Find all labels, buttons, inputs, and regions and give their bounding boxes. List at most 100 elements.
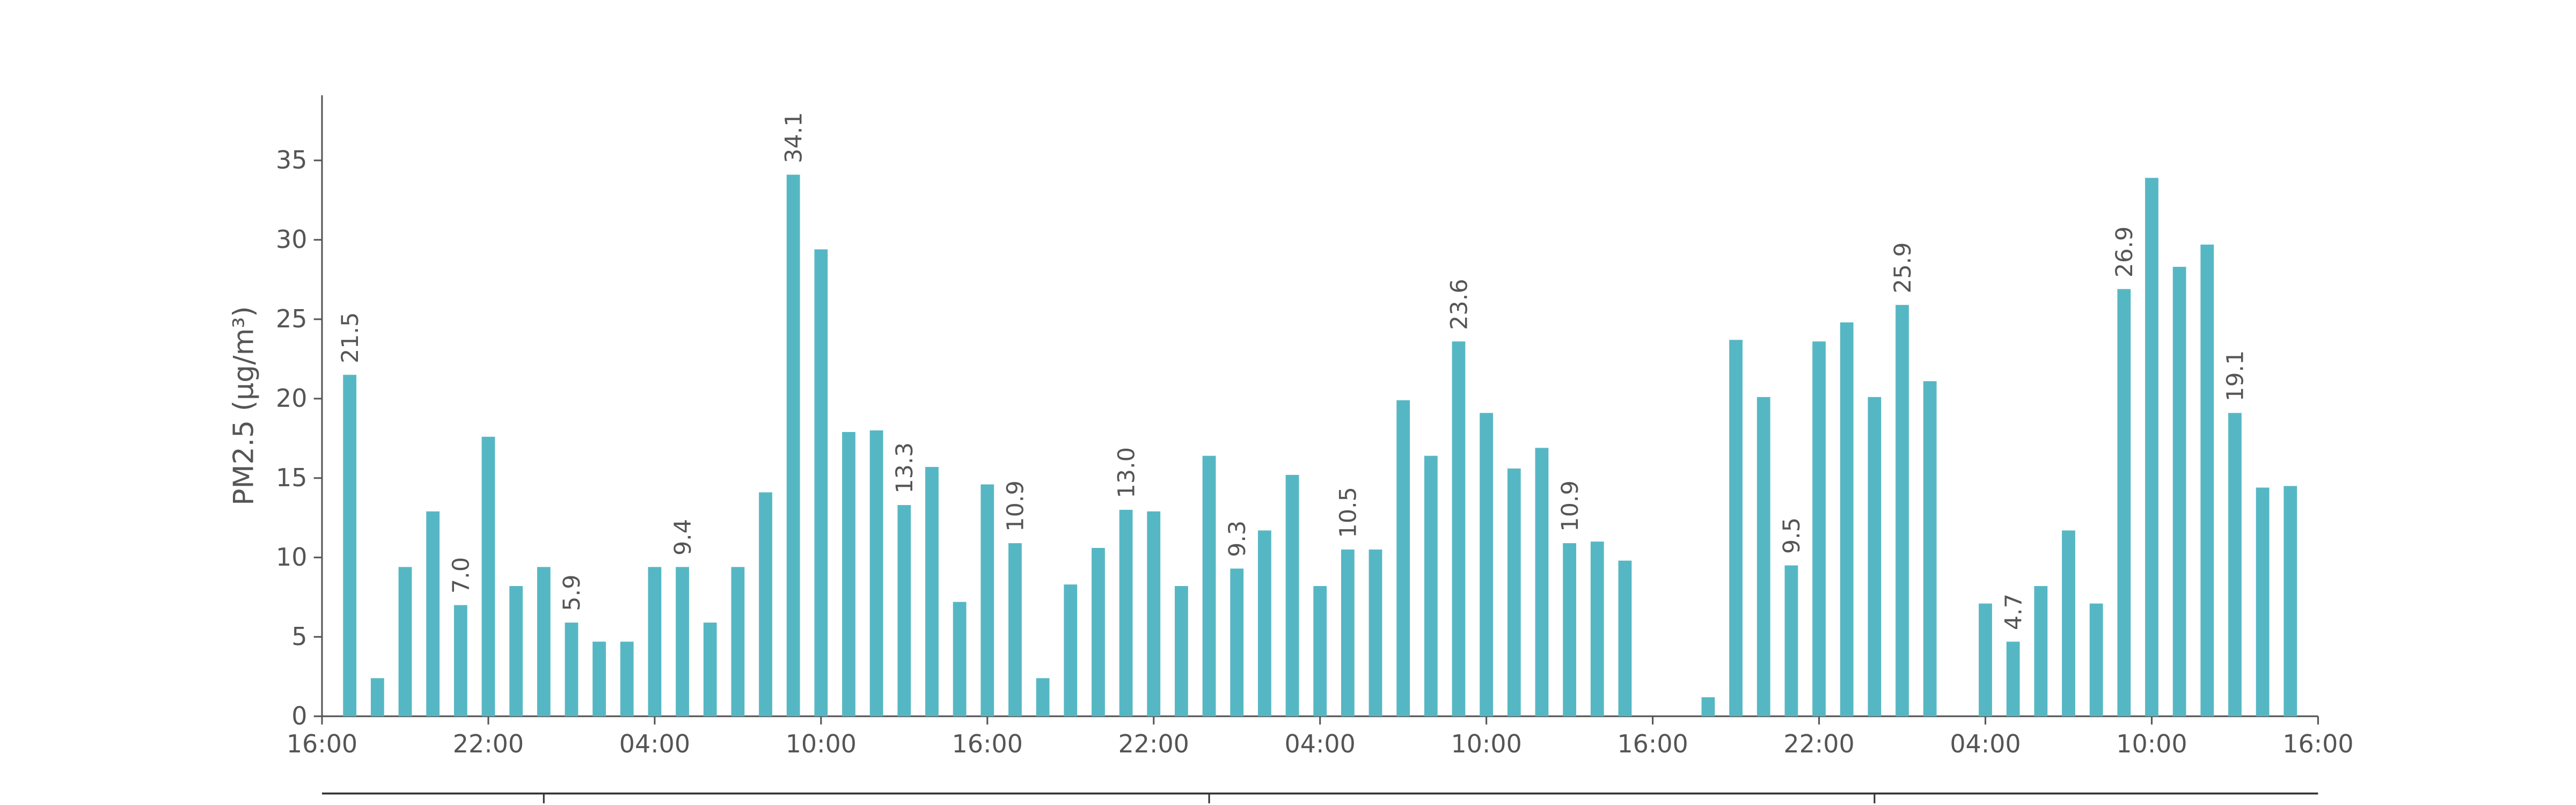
bar xyxy=(2256,487,2270,716)
bar xyxy=(1840,322,1854,716)
bar xyxy=(786,174,800,716)
bar xyxy=(648,567,662,716)
bar xyxy=(1618,560,1632,716)
value-label: 23.6 xyxy=(1446,279,1473,330)
value-label: 34.1 xyxy=(780,112,807,163)
bar xyxy=(814,249,828,716)
bar xyxy=(897,505,911,716)
value-label: 19.1 xyxy=(2222,350,2249,401)
bar xyxy=(2117,289,2131,716)
bar xyxy=(759,492,772,716)
bar xyxy=(509,586,523,716)
bar xyxy=(1230,568,1244,716)
value-label: 9.3 xyxy=(1224,521,1251,557)
bar xyxy=(1202,456,1216,716)
y-tick-label: 25 xyxy=(276,304,307,333)
bar xyxy=(370,678,384,716)
value-label: 25.9 xyxy=(1890,242,1916,293)
bar xyxy=(1868,397,1882,716)
bar xyxy=(731,567,745,716)
bar xyxy=(1452,341,1466,716)
x-tick-label: 04:00 xyxy=(619,729,690,758)
value-label: 9.4 xyxy=(670,519,697,555)
bar xyxy=(1368,549,1382,716)
bar xyxy=(1036,678,1050,716)
bar xyxy=(620,641,634,716)
bar xyxy=(2089,603,2103,716)
y-tick-label: 0 xyxy=(291,701,307,730)
x-tick-label: 10:00 xyxy=(786,729,857,758)
x-tick-label: 10:00 xyxy=(2116,729,2187,758)
bar xyxy=(1729,340,1743,716)
bar xyxy=(1257,530,1271,716)
y-tick-label: 30 xyxy=(276,225,307,254)
bar xyxy=(1313,586,1327,716)
x-tick-label: 04:00 xyxy=(1285,729,1356,758)
x-tick-label: 16:00 xyxy=(2282,729,2353,758)
bar xyxy=(1064,584,1078,716)
y-tick-label: 35 xyxy=(276,145,307,174)
bar xyxy=(1285,474,1299,716)
bar xyxy=(842,431,855,716)
bar xyxy=(2228,413,2242,716)
value-label: 9.5 xyxy=(1779,517,1805,554)
bar xyxy=(2006,641,2020,716)
bar xyxy=(398,567,412,716)
bar xyxy=(2062,530,2075,716)
value-label: 26.9 xyxy=(2111,226,2138,277)
bar xyxy=(1175,586,1188,716)
x-tick-label: 22:00 xyxy=(453,729,524,758)
x-tick-label: 04:00 xyxy=(1950,729,2021,758)
bar xyxy=(925,467,939,716)
y-tick-label: 5 xyxy=(291,622,307,651)
bar xyxy=(343,375,357,716)
bar xyxy=(565,623,579,716)
bar xyxy=(1341,549,1355,716)
x-tick-label: 22:00 xyxy=(1118,729,1189,758)
bar xyxy=(2034,586,2048,716)
value-label: 21.5 xyxy=(337,312,364,363)
bar xyxy=(1008,543,1022,716)
y-tick-label: 10 xyxy=(276,543,307,572)
value-label: 4.7 xyxy=(2000,594,2027,630)
x-tick-label: 16:00 xyxy=(1617,729,1688,758)
bar xyxy=(2200,244,2214,716)
bar xyxy=(980,484,994,716)
bar xyxy=(1396,400,1410,716)
bar xyxy=(1812,341,1826,716)
x-tick-label: 16:00 xyxy=(287,729,357,758)
bar xyxy=(1979,603,1992,716)
bar xyxy=(1507,469,1521,716)
bar xyxy=(1784,565,1798,716)
bar xyxy=(1590,541,1604,716)
bar xyxy=(953,602,967,716)
x-tick-label: 16:00 xyxy=(952,729,1023,758)
bar xyxy=(1092,547,1105,716)
value-label: 13.0 xyxy=(1113,447,1140,498)
y-tick-label: 15 xyxy=(276,463,307,492)
bar xyxy=(1701,697,1715,716)
bar xyxy=(1147,511,1161,716)
value-label: 10.9 xyxy=(1002,480,1029,531)
bar xyxy=(1923,381,1937,716)
bar xyxy=(537,567,551,716)
bar xyxy=(1757,397,1770,716)
bar xyxy=(426,511,440,716)
value-label: 13.3 xyxy=(891,442,918,493)
bar xyxy=(2172,267,2186,716)
bar xyxy=(703,623,717,716)
x-tick-label: 10:00 xyxy=(1451,729,1521,758)
bar xyxy=(453,605,467,716)
y-axis-label: PM2.5 (μg/m³) xyxy=(228,306,260,505)
bar xyxy=(869,430,883,716)
value-label: 10.9 xyxy=(1557,480,1584,531)
bar xyxy=(2284,486,2297,716)
bar xyxy=(2145,178,2158,716)
bar xyxy=(1119,509,1133,716)
bar xyxy=(676,567,689,716)
x-tick-label: 22:00 xyxy=(1783,729,1854,758)
bar xyxy=(1480,413,1494,716)
bar xyxy=(1563,543,1577,716)
